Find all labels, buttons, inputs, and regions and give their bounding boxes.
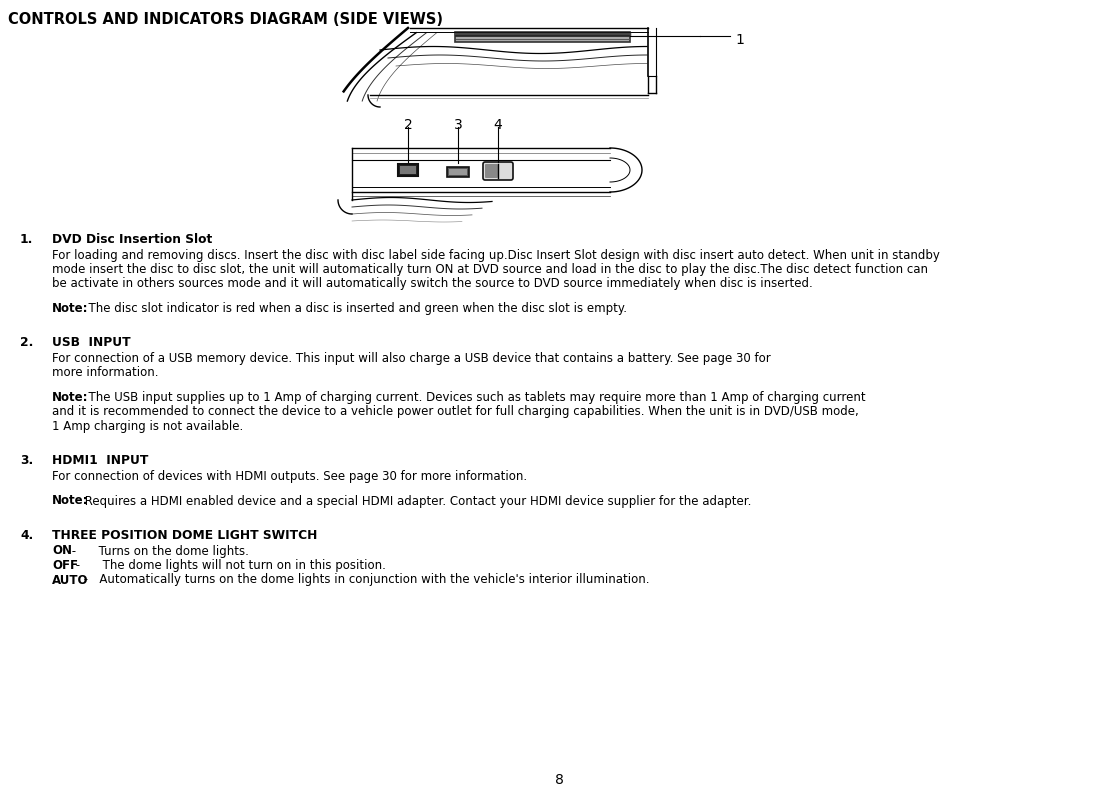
Text: Requires a HDMI enabled device and a special HDMI adapter. Contact your HDMI dev: Requires a HDMI enabled device and a spe… (80, 494, 751, 508)
Text: Note:: Note: (53, 302, 88, 315)
Text: -   Automatically turns on the dome lights in conjunction with the vehicle's int: - Automatically turns on the dome lights… (80, 573, 650, 586)
FancyBboxPatch shape (483, 162, 513, 180)
Text: AUTO: AUTO (53, 573, 88, 586)
Text: DVD Disc Insertion Slot: DVD Disc Insertion Slot (53, 233, 212, 246)
Text: 2.: 2. (20, 336, 34, 350)
Bar (398, 164, 418, 176)
Text: more information.: more information. (53, 366, 159, 380)
Text: -      The dome lights will not turn on in this position.: - The dome lights will not turn on in th… (72, 559, 386, 572)
Text: be activate in others sources mode and it will automatically switch the source t: be activate in others sources mode and i… (53, 278, 813, 290)
Text: 4.: 4. (20, 529, 34, 542)
Text: 4: 4 (494, 118, 502, 132)
Text: -      Turns on the dome lights.: - Turns on the dome lights. (68, 544, 249, 558)
Text: The disc slot indicator is red when a disc is inserted and green when the disc s: The disc slot indicator is red when a di… (80, 302, 627, 315)
FancyBboxPatch shape (485, 164, 498, 178)
Text: and it is recommended to connect the device to a vehicle power outlet for full c: and it is recommended to connect the dev… (53, 406, 859, 418)
Text: THREE POSITION DOME LIGHT SWITCH: THREE POSITION DOME LIGHT SWITCH (53, 529, 318, 542)
Text: For connection of a USB memory device. This input will also charge a USB device : For connection of a USB memory device. T… (53, 352, 770, 365)
Text: CONTROLS AND INDICATORS DIAGRAM (SIDE VIEWS): CONTROLS AND INDICATORS DIAGRAM (SIDE VI… (8, 12, 443, 27)
Text: ON: ON (53, 544, 72, 558)
Text: 3: 3 (454, 118, 463, 132)
Text: 2: 2 (404, 118, 413, 132)
Text: The USB input supplies up to 1 Amp of charging current. Devices such as tablets : The USB input supplies up to 1 Amp of ch… (80, 391, 865, 404)
Bar (447, 167, 468, 177)
Bar (400, 166, 416, 174)
Text: For loading and removing discs. Insert the disc with disc label side facing up.D: For loading and removing discs. Insert t… (53, 248, 940, 262)
Text: 8: 8 (555, 773, 563, 787)
Text: 1: 1 (735, 33, 743, 47)
Text: HDMI1  INPUT: HDMI1 INPUT (53, 455, 149, 467)
Text: 1 Amp charging is not available.: 1 Amp charging is not available. (53, 420, 244, 433)
Bar (455, 32, 631, 42)
Bar (455, 32, 631, 42)
Text: Note:: Note: (53, 391, 88, 404)
Text: 3.: 3. (20, 455, 34, 467)
Text: For connection of devices with HDMI outputs. See page 30 for more information.: For connection of devices with HDMI outp… (53, 470, 527, 483)
Text: 1.: 1. (20, 233, 34, 246)
Text: Note:: Note: (53, 494, 88, 508)
Bar (449, 169, 467, 175)
Text: mode insert the disc to disc slot, the unit will automatically turn ON at DVD so: mode insert the disc to disc slot, the u… (53, 263, 928, 276)
Text: USB  INPUT: USB INPUT (53, 336, 131, 350)
Text: OFF: OFF (53, 559, 78, 572)
